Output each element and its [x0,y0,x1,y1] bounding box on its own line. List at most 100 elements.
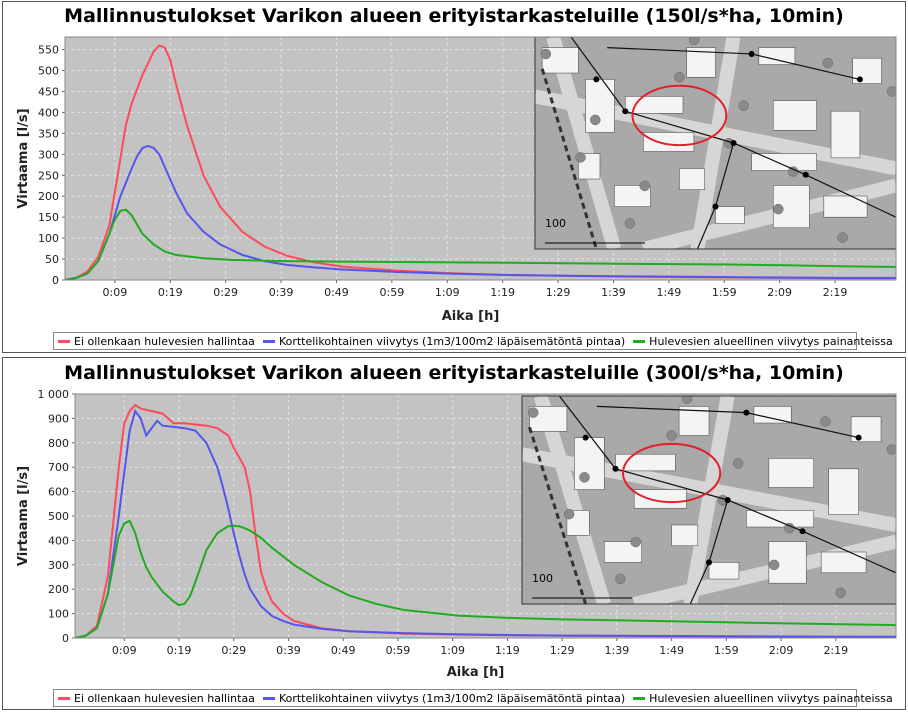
map-building [708,562,740,580]
x-tick-label: 1:29 [550,644,575,657]
legend-label: Ei ollenkaan hulevesien hallintaa [74,691,255,705]
map-building [828,468,859,515]
y-axis-label: Virtaama [l/s] [16,466,31,566]
legend-label: Hulevesien alueellinen viivytys painante… [649,691,893,705]
y-tick-label: 900 [48,412,69,425]
legend-swatch [58,339,70,343]
x-axis-label: Aika [h] [442,309,500,324]
x-tick-label: 0:49 [324,286,349,299]
map-building [768,458,815,488]
map-boundary [540,68,598,249]
map-tree [886,86,896,97]
map-node [730,140,737,146]
series-line-2 [65,144,896,280]
y-axis-label: Virtaama [l/s] [16,108,31,208]
y-tick-label: 0 [52,274,59,287]
x-tick-label: 0:39 [269,286,294,299]
x-tick-label: 2:09 [767,286,792,299]
map-tree [590,114,601,126]
y-tick-label: 100 [48,608,69,621]
x-tick-label: 0:29 [213,286,238,299]
map-node [712,203,719,210]
x-tick-label: 1:19 [490,286,515,299]
map-tree [732,458,744,469]
map-tree [624,218,636,229]
series-line-3 [65,208,896,280]
legend-swatch [633,339,646,343]
map-node [855,434,862,441]
x-tick-label: 2:09 [769,644,794,657]
chart-title: Mallinnustulokset Varikon alueen erityis… [64,5,844,27]
map-building [823,195,868,218]
legend-item-1: Ei ollenkaan hulevesien hallintaa [54,335,259,348]
map-building [574,437,605,490]
x-axis-label: Aika [h] [447,665,505,680]
legend-swatch [262,696,275,700]
map-scale-label: 100 [545,217,566,230]
map-tree [738,100,749,111]
x-tick-label: 0:09 [112,644,137,657]
x-tick-label: 1:49 [657,286,682,299]
y-tick-label: 500 [48,510,69,523]
map-tree [579,472,590,483]
map-street [683,396,735,604]
map-tree [540,48,552,60]
map-tree [822,57,834,69]
chart-1: Mallinnustulokset Varikon alueen erityis… [16,5,897,324]
y-tick-label: 150 [38,211,59,224]
map-node [622,108,629,115]
x-tick-label: 1:39 [605,644,630,657]
map-node [582,434,589,441]
map-building [850,416,882,443]
map-scale-label: 100 [532,572,553,585]
x-tick-label: 0:09 [103,286,128,299]
map-building [633,489,687,509]
y-tick-label: 200 [48,583,69,596]
legend-item-2: Korttelikohtainen viivytys (1m3/100m2 lä… [259,692,629,705]
series-line-2 [75,408,896,638]
y-tick-label: 550 [38,44,59,57]
map-tree [835,587,846,599]
map-boundary [528,426,588,604]
map-building [715,206,745,224]
map-building [585,79,615,133]
y-tick-label: 450 [38,85,59,98]
map-node [724,497,731,503]
x-tick-label: 1:09 [440,644,465,657]
legend-item-2: Korttelikohtainen viivytys (1m3/100m2 lä… [259,335,629,348]
legend-1: Ei ollenkaan hulevesien hallintaa Korttel… [53,332,893,350]
x-tick-label: 1:49 [659,644,684,657]
x-tick-label: 0:19 [167,644,192,657]
map-building [772,100,817,131]
map-building [541,47,579,74]
map-tree [688,37,700,46]
legend-item-1: Ei ollenkaan hulevesien hallintaa [54,692,259,705]
map-tree [768,559,780,571]
y-tick-label: 1 000 [38,388,70,401]
map-building [751,153,817,171]
map-tree [837,232,848,243]
map-tree [674,72,685,83]
x-tick-label: 1:59 [714,644,739,657]
map-building [671,524,699,547]
y-tick-label: 50 [45,253,59,266]
x-tick-label: 0:19 [158,286,183,299]
map-tree [666,430,677,441]
y-tick-label: 800 [48,437,69,450]
map-tree [681,396,693,404]
x-tick-label: 1:09 [435,286,460,299]
map-tree [886,444,896,455]
map-tree [575,152,586,163]
map-node [856,76,863,83]
map-tree [630,536,641,548]
x-tick-label: 1:19 [495,644,520,657]
map-node [748,50,755,57]
y-tick-label: 400 [38,106,59,119]
y-tick-label: 0 [62,632,69,645]
y-tick-label: 100 [38,232,59,245]
legend-swatch [58,696,70,700]
x-tick-label: 0:39 [276,644,301,657]
map-node [799,528,806,535]
map-street [690,37,741,249]
map-tree [527,407,539,418]
